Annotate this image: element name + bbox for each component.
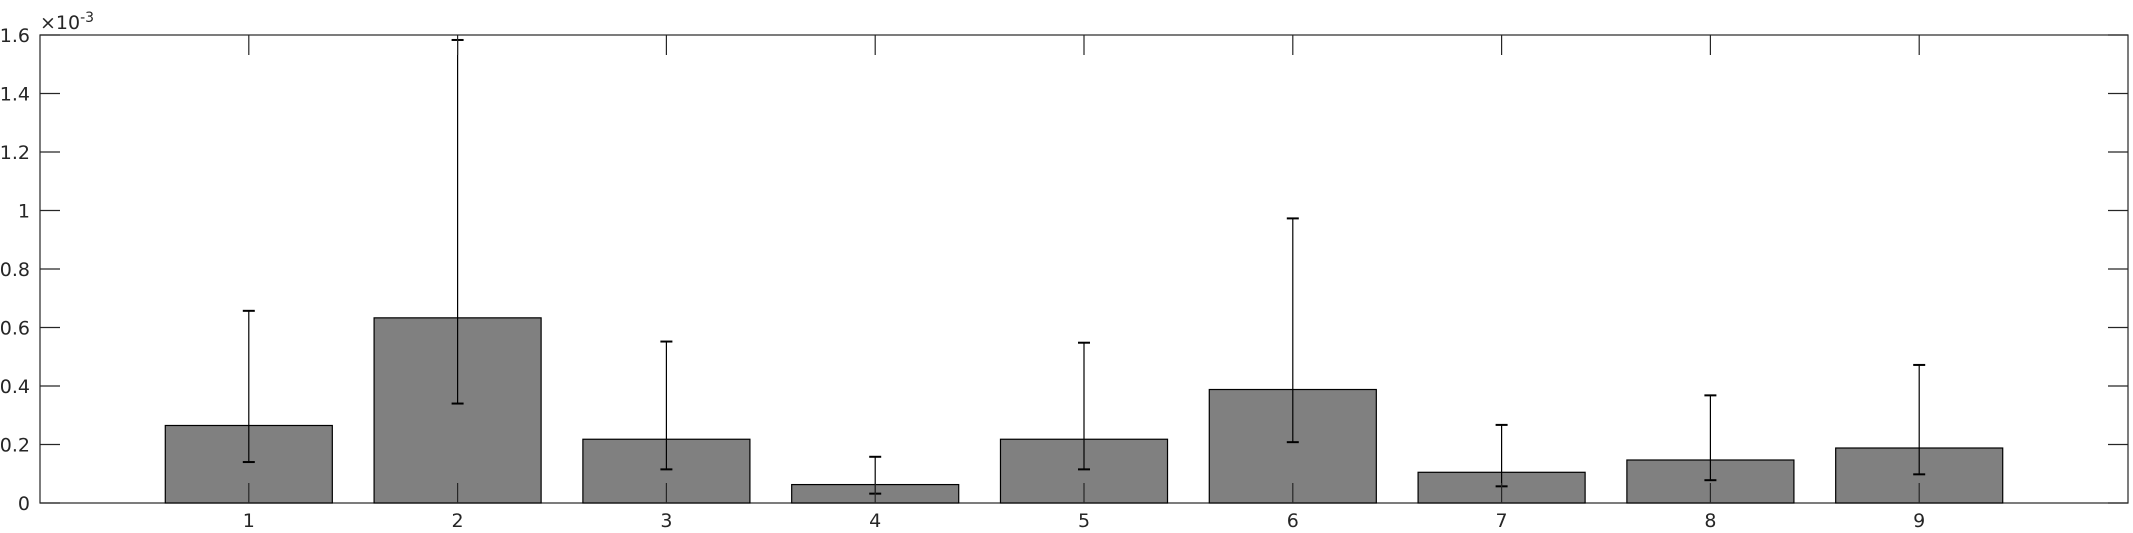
x-tick-label-3: 3 [660, 510, 672, 532]
error-bar-6 [1286, 217, 1299, 444]
error-bar-9 [1913, 363, 1926, 476]
error-bar-8 [1704, 394, 1717, 482]
error-bar-3 [660, 340, 673, 471]
x-tick-label-7: 7 [1496, 510, 1508, 532]
y-axis-exponent-base: ×10 [40, 12, 80, 34]
y-tick-label-0.6: 0.6 [0, 318, 30, 340]
y-axis-exponent-power: -3 [80, 10, 94, 26]
y-tick-label-1.2: 1.2 [0, 142, 30, 164]
y-tick-label-0.8: 0.8 [0, 259, 30, 281]
y-tick-label-1: 1 [18, 201, 30, 223]
x-tick-label-5: 5 [1078, 510, 1090, 532]
y-tick-label-1.6: 1.6 [0, 25, 30, 47]
x-tick-label-1: 1 [243, 510, 255, 532]
x-tick-label-8: 8 [1704, 510, 1716, 532]
x-tick-label-2: 2 [452, 510, 464, 532]
y-axis-ticks: 0 0.2 0.4 0.6 0.8 1 1.2 1.4 1.6 [0, 25, 2128, 515]
error-bar-5 [1078, 341, 1090, 471]
y-tick-label-1.4: 1.4 [0, 84, 30, 106]
x-tick-label-4: 4 [869, 510, 881, 532]
x-tick-label-6: 6 [1287, 510, 1299, 532]
y-tick-label-0: 0 [18, 493, 30, 515]
y-tick-label-0.2: 0.2 [0, 435, 30, 457]
y-tick-label-0.4: 0.4 [0, 376, 30, 398]
x-axis-ticks: 1 2 3 4 5 6 7 8 9 [243, 35, 1925, 532]
error-bar-1 [242, 309, 255, 464]
y-axis-exponent: ×10-3 [40, 10, 94, 34]
error-bars-group [242, 38, 1926, 495]
x-tick-label-9: 9 [1913, 510, 1925, 532]
